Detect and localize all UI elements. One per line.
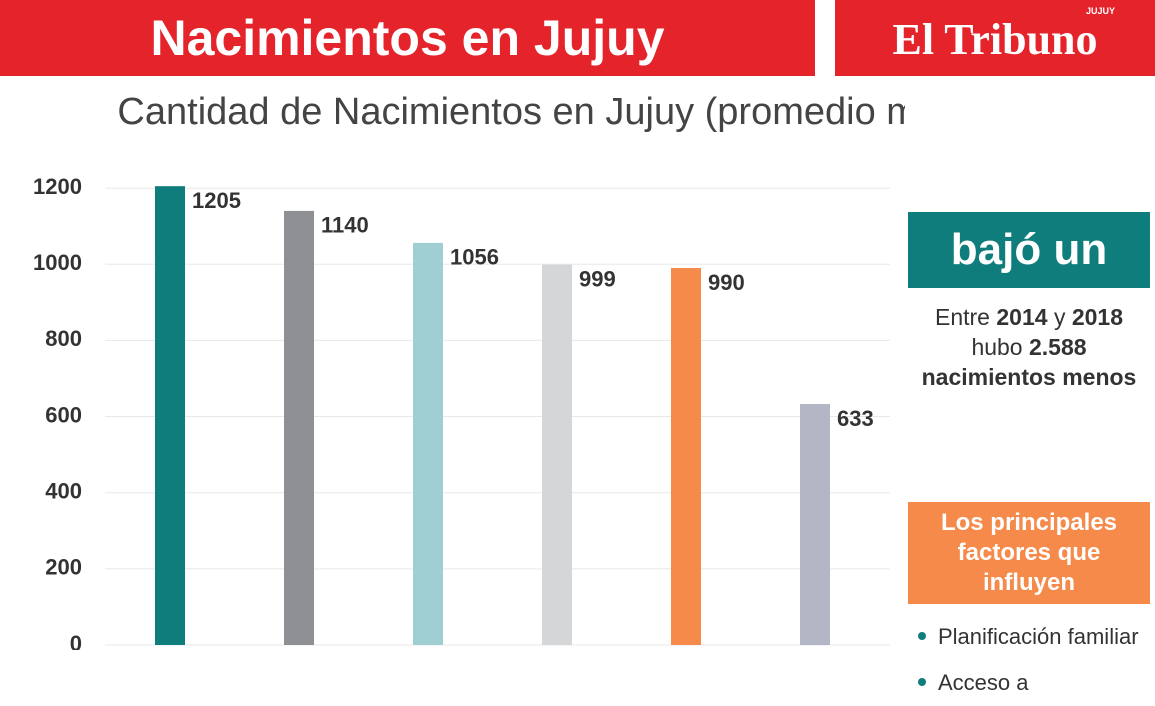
text: y (1053, 304, 1066, 330)
factors: Planificación familiar Acceso a (908, 614, 1150, 706)
data-label: 1056 (450, 245, 499, 270)
text: 2018 (1071, 304, 1123, 330)
page: Nacimientos en Jujuy El Tribuno JUJUY Can… (0, 0, 1155, 650)
chart: Cantidad de Nacimientos en Jujuy (promed… (33, 91, 905, 650)
brand-region: JUJUY (1085, 6, 1115, 16)
y-tick-label: 1200 (33, 174, 82, 199)
header: Nacimientos en Jujuy El Tribuno JUJUY (0, 0, 1155, 78)
factor: Planificación familiar (908, 614, 1150, 660)
data-label: 633 (837, 406, 874, 431)
bar (800, 403, 830, 645)
bar (542, 264, 572, 645)
data-label: 999 (579, 266, 616, 291)
brand-name: El Tribuno (892, 15, 1098, 64)
sidebar: bajó un 18% Entre 2014 y 2018 hubo 2.588… (908, 212, 1150, 706)
y-tick-label: 200 (45, 555, 82, 580)
data-label: 1205 (192, 188, 241, 213)
highlight: bajó un 18% (908, 212, 1150, 350)
bar (671, 268, 701, 645)
bar (155, 186, 185, 645)
y-tick-label: 400 (45, 479, 82, 504)
y-tick-label: 0 (70, 631, 82, 650)
data-label: 990 (708, 270, 745, 295)
summary: Entre 2014 y 2018 hubo 2.588 nacimientos… (908, 302, 1150, 392)
y-tick-label: 600 (45, 402, 82, 427)
brand: El Tribuno JUJUY (835, 0, 1155, 76)
y-tick-label: 1000 (33, 250, 82, 275)
header-title: Nacimientos en Jujuy (0, 0, 815, 76)
text: nacimientos menos (921, 364, 1137, 390)
text: hubo (971, 334, 1023, 360)
factor: Acceso a (908, 660, 1150, 706)
text: 2014 (996, 304, 1048, 330)
y-tick-label: 800 (45, 326, 82, 351)
bar (284, 210, 314, 645)
data-label: 1140 (321, 213, 369, 238)
text: 2.588 (1029, 334, 1087, 360)
factors-title: Los principales factores que influyen (908, 502, 1150, 604)
chart-title: Cantidad de Nacimientos en Jujuy (promed… (117, 91, 905, 133)
text: Entre (935, 304, 990, 330)
bar (413, 242, 443, 645)
